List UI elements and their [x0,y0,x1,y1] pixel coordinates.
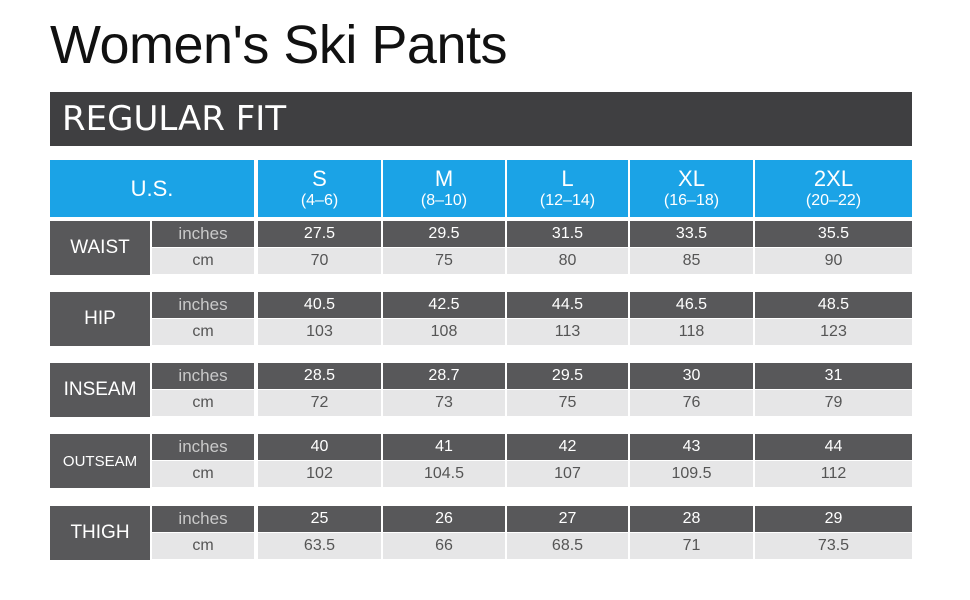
size-value: 107 [507,461,628,487]
size-range: (20–22) [805,191,862,209]
size-range: (4–6) [300,191,339,209]
size-header: L (12–14) [507,160,628,217]
size-range: (16–18) [663,191,720,209]
size-value: 104.5 [383,461,505,487]
size-value: 63.5 [258,533,381,559]
size-value: 123 [755,319,912,345]
size-value: 28.7 [383,363,505,389]
size-value: 43 [630,434,753,460]
size-value: 33.5 [630,221,753,247]
size-value: 27.5 [258,221,381,247]
size-range: (8–10) [420,191,468,209]
size-value: 29.5 [507,363,628,389]
size-value: 103 [258,319,381,345]
size-value: 68.5 [507,533,628,559]
size-range: (12–14) [539,191,596,209]
size-value: 66 [383,533,505,559]
size-name: 2XL [813,165,854,191]
size-name: L [561,165,574,191]
fit-banner: REGULAR FIT [50,92,912,146]
measure-name: WAIST [50,221,150,275]
size-value: 71 [630,533,753,559]
measure-name: THIGH [50,506,150,560]
size-name: S [312,165,327,191]
size-value: 28 [630,506,753,532]
size-value: 44.5 [507,292,628,318]
size-value: 85 [630,248,753,274]
unit-label: inches [152,292,254,318]
size-value: 90 [755,248,912,274]
size-value: 29 [755,506,912,532]
size-name: XL [678,165,705,191]
size-value: 73 [383,390,505,416]
size-value: 79 [755,390,912,416]
size-value: 29.5 [383,221,505,247]
size-value: 28.5 [258,363,381,389]
size-value: 42 [507,434,628,460]
unit-label: inches [152,434,254,460]
size-value: 108 [383,319,505,345]
size-header: XL (16–18) [630,160,753,217]
measure-name: HIP [50,292,150,346]
size-value: 41 [383,434,505,460]
size-value: 73.5 [755,533,912,559]
unit-label: cm [152,390,254,416]
size-value: 113 [507,319,628,345]
unit-label: cm [152,533,254,559]
measure-name: INSEAM [50,363,150,417]
size-value: 76 [630,390,753,416]
size-value: 35.5 [755,221,912,247]
size-value: 80 [507,248,628,274]
size-value: 30 [630,363,753,389]
page-title: Women's Ski Pants [50,15,508,75]
size-value: 40.5 [258,292,381,318]
size-value: 31.5 [507,221,628,247]
size-value: 27 [507,506,628,532]
size-value: 109.5 [630,461,753,487]
size-value: 48.5 [755,292,912,318]
unit-label: inches [152,221,254,247]
size-header: S (4–6) [258,160,381,217]
size-value: 102 [258,461,381,487]
size-value: 46.5 [630,292,753,318]
unit-label: inches [152,363,254,389]
size-value: 31 [755,363,912,389]
size-value: 118 [630,319,753,345]
size-header: 2XL (20–22) [755,160,912,217]
size-name: M [434,165,454,191]
size-header: M (8–10) [383,160,505,217]
unit-label: inches [152,506,254,532]
size-value: 75 [383,248,505,274]
unit-label: cm [152,319,254,345]
size-value: 25 [258,506,381,532]
size-value: 44 [755,434,912,460]
unit-label: cm [152,248,254,274]
size-value: 70 [258,248,381,274]
header-label: U.S. [50,160,254,217]
unit-label: cm [152,461,254,487]
measure-name: OUTSEAM [50,434,150,488]
size-value: 75 [507,390,628,416]
size-value: 26 [383,506,505,532]
size-value: 40 [258,434,381,460]
size-value: 42.5 [383,292,505,318]
size-value: 112 [755,461,912,487]
size-value: 72 [258,390,381,416]
